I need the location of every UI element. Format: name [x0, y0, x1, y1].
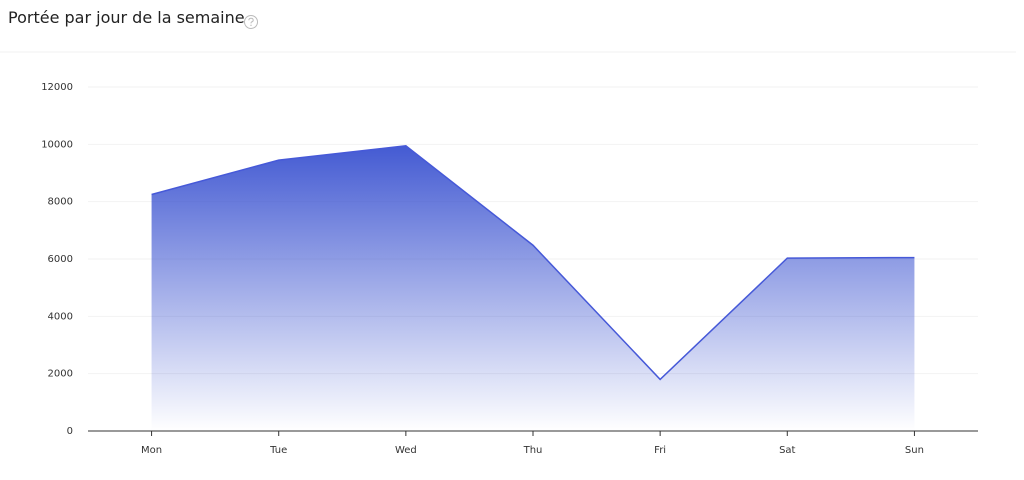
x-tick-label: Thu — [523, 445, 543, 456]
help-icon[interactable] — [244, 15, 258, 29]
y-tick-label: 2000 — [48, 369, 73, 380]
y-tick-label: 12000 — [41, 82, 73, 93]
x-tick-label: Wed — [395, 445, 417, 456]
x-tick-label: Sun — [905, 445, 924, 456]
chart-title: Portée par jour de la semaine — [8, 8, 245, 27]
x-tick-label: Fri — [654, 445, 666, 456]
y-tick-label: 6000 — [48, 254, 73, 265]
x-tick-label: Sat — [779, 445, 795, 456]
y-tick-label: 8000 — [48, 197, 73, 208]
area-line — [151, 144, 915, 381]
y-tick-label: 10000 — [41, 139, 73, 150]
x-tick-label: Tue — [269, 445, 287, 456]
y-tick-label: 0 — [67, 426, 73, 437]
area-fill — [151, 145, 915, 431]
y-tick-label: 4000 — [48, 311, 73, 322]
x-tick-label: Mon — [141, 445, 162, 456]
